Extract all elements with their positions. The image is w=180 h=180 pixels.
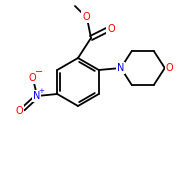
Text: +: + (38, 88, 44, 94)
Text: N: N (33, 91, 40, 101)
Text: N: N (117, 63, 125, 73)
Text: O: O (107, 24, 115, 34)
Text: O: O (15, 106, 23, 116)
Text: −: − (35, 67, 43, 77)
Text: O: O (28, 73, 36, 83)
Text: O: O (82, 12, 90, 22)
Text: O: O (166, 63, 174, 73)
